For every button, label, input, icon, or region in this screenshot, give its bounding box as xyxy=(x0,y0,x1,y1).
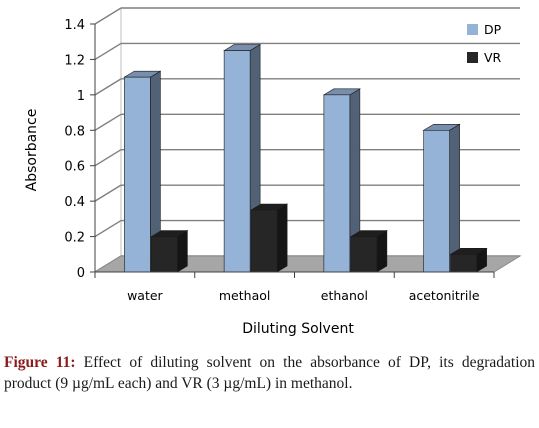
gridline-side-4 xyxy=(94,113,122,131)
y-tick-label: 1.2 xyxy=(64,53,85,68)
x-category-label: acetonitrile xyxy=(409,288,480,303)
legend-swatch-dp xyxy=(467,24,478,35)
y-tick-label: 0.2 xyxy=(64,231,85,246)
side-wall xyxy=(94,7,122,273)
y-axis-title: Absorbance xyxy=(24,109,40,192)
gridline-side-1 xyxy=(94,219,122,238)
bar-vr-0 xyxy=(150,230,189,273)
bar-vr-2 xyxy=(349,230,388,273)
x-category-label: ethanol xyxy=(321,288,368,303)
axes xyxy=(94,24,495,278)
chart-area: 0 0.2 0.4 0.6 0.8 1 1.2 1.4 water methaol ethanol… xyxy=(24,7,522,337)
y-tick-label: 1.4 xyxy=(64,18,85,33)
x-category-label: methaol xyxy=(219,288,270,303)
x-category-labels: water methaol ethanol acetonitrile xyxy=(127,288,480,303)
y-tick-label: 0.6 xyxy=(64,160,85,175)
gridline-side-5 xyxy=(94,78,122,96)
bar-vr-1 xyxy=(250,203,289,273)
bar-dp-3 xyxy=(422,123,461,273)
bar-vr-3 xyxy=(449,247,488,273)
gridline-side-6 xyxy=(94,42,122,61)
legend-swatch-vr xyxy=(467,52,478,63)
legend-label-vr: VR xyxy=(484,50,502,65)
figure-label: Figure 11: xyxy=(4,354,76,371)
bars xyxy=(123,44,488,273)
bar-dp-2 xyxy=(322,88,361,273)
gridline-side-7 xyxy=(94,7,122,25)
y-tick-label: 0.4 xyxy=(64,195,85,210)
y-tick-labels: 0 0.2 0.4 0.6 0.8 1 1.2 1.4 xyxy=(64,18,85,281)
x-axis-title: Diluting Solvent xyxy=(242,321,354,337)
gridline-side-2 xyxy=(94,184,122,202)
gridline-side-3 xyxy=(94,149,122,167)
chart-walls xyxy=(94,7,122,273)
y-tick-label: 0.8 xyxy=(64,124,85,139)
y-tick-label: 0 xyxy=(77,266,85,281)
x-category-label: water xyxy=(127,288,163,303)
bar-chart: 0 0.2 0.4 0.6 0.8 1 1.2 1.4 water methaol ethanol… xyxy=(24,7,522,337)
figure-caption-text: Effect of diluting solvent on the absorb… xyxy=(4,354,536,392)
legend-label-dp: DP xyxy=(484,22,502,37)
figure-caption: Figure 11: Effect of diluting solvent on… xyxy=(4,352,535,394)
y-tick-label: 1 xyxy=(77,89,85,104)
legend: DP VR xyxy=(467,22,502,65)
